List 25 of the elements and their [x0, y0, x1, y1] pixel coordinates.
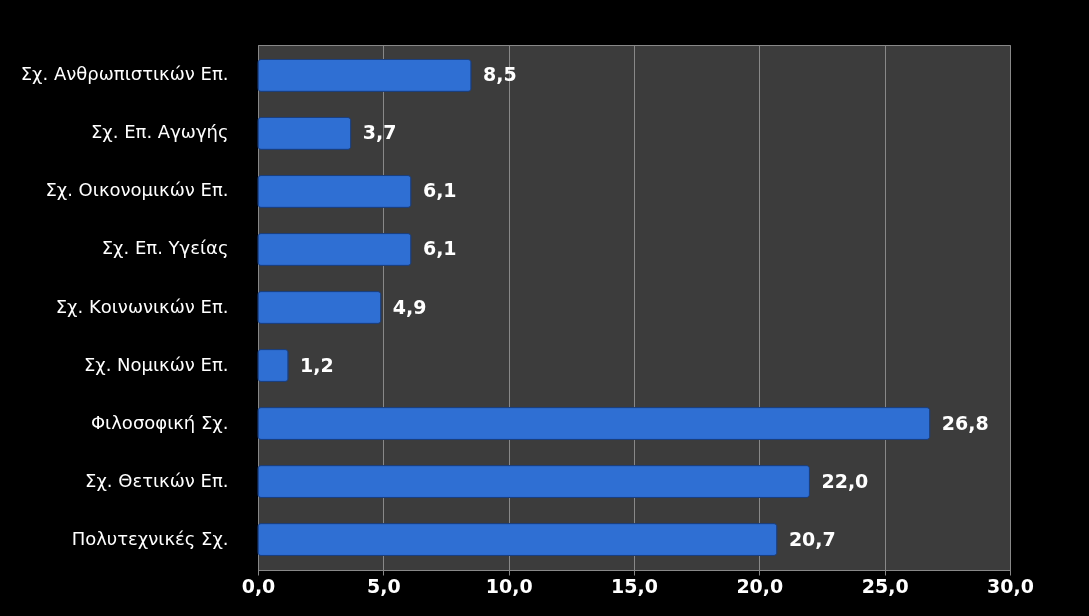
data-label: 20,7	[788, 527, 836, 550]
data-label: 6,1	[422, 179, 457, 202]
data-label: 8,5	[483, 63, 517, 86]
y-tick-label: Φιλοσοφική Σχ.	[90, 411, 229, 433]
y-tick-label: Σχ. Οικονομικών Επ.	[45, 179, 229, 201]
data-label: 22,0	[821, 469, 869, 492]
y-tick-label: Πολυτεχνικές Σχ.	[71, 527, 229, 549]
y-tick-label: Σχ. Επ. Αγωγής	[90, 121, 229, 143]
y-tick-label: Σχ. Κοινωνικών Επ.	[55, 295, 229, 317]
data-label: 3,7	[362, 121, 397, 144]
data-label: 4,9	[392, 295, 427, 318]
x-tick-label: 20,0	[736, 574, 784, 597]
x-tick-label: 5,0	[367, 574, 401, 597]
x-tick-label: 0,0	[241, 574, 276, 597]
data-label: 26,8	[941, 411, 989, 434]
y-tick-label: Σχ. Ανθρωπιστικών Επ.	[20, 63, 229, 85]
x-tick-label: 25,0	[861, 574, 909, 597]
x-tick-label: 30,0	[987, 574, 1034, 597]
y-tick-label: Σχ. Επ. Υγείας	[101, 237, 229, 259]
x-tick-label: 10,0	[485, 574, 533, 597]
data-label: 6,1	[422, 237, 457, 260]
y-tick-label: Σχ. Νομικών Επ.	[83, 353, 229, 375]
y-tick-label: Σχ. Θετικών Επ.	[85, 469, 229, 491]
x-tick-label: 15,0	[611, 574, 658, 597]
data-label: 1,2	[300, 353, 334, 376]
